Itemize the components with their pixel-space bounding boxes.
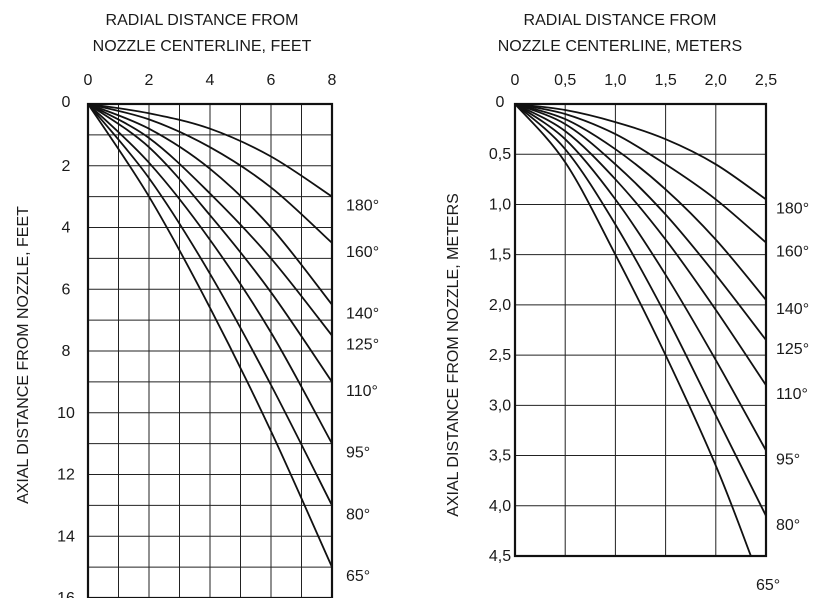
chart-meters-y-ticks: 0 0,5 1,0 1,5 2,0 2,5 3,0 3,5 4,0 4,5 xyxy=(489,94,511,565)
chart-meters-angle-labels: 180° 160° 140° 125° 110° 95° 80° 65° xyxy=(756,200,809,594)
angle-label: 125° xyxy=(346,337,379,354)
chart-meters-grid xyxy=(513,102,768,558)
angle-label: 110° xyxy=(346,383,378,400)
chart-feet: RADIAL DISTANCE FROM NOZZLE CENTERLINE, … xyxy=(15,12,379,598)
spray-curve-140deg xyxy=(514,103,767,301)
y-tick-label: 1,0 xyxy=(489,196,511,213)
spray-curve-180deg xyxy=(87,103,333,198)
chart-feet-y-ticks: 0 2 4 6 8 10 12 14 16 xyxy=(57,94,75,598)
angle-label: 65° xyxy=(346,568,370,585)
y-tick-label: 4,5 xyxy=(489,548,511,565)
x-tick-label: 0 xyxy=(84,72,93,89)
spray-curve-80deg xyxy=(514,103,767,517)
angle-label: 80° xyxy=(346,506,370,523)
angle-label: 95° xyxy=(346,445,370,462)
y-tick-label: 0,5 xyxy=(489,146,511,163)
spray-curve-140deg xyxy=(87,103,333,306)
chart-meters-x-ticks: 0 0,5 1,0 1,5 2,0 2,5 xyxy=(511,72,778,89)
chart-meters-ylabel: AXIAL DISTANCE FROM NOZZLE, METERS xyxy=(445,193,462,517)
spray-curve-180deg xyxy=(514,103,767,201)
spray-curve-125deg xyxy=(514,103,767,341)
y-tick-label: 4,0 xyxy=(489,498,511,515)
x-tick-label: 1,0 xyxy=(604,72,626,89)
y-tick-label: 6 xyxy=(62,281,71,298)
spray-curve-95deg xyxy=(87,103,333,445)
y-tick-label: 4 xyxy=(62,220,71,237)
x-tick-label: 0 xyxy=(511,72,520,89)
chart-feet-title-line-2: NOZZLE CENTERLINE, FEET xyxy=(93,38,312,55)
x-tick-label: 6 xyxy=(267,72,276,89)
spray-curve-80deg xyxy=(87,103,333,506)
angle-label: 180° xyxy=(776,200,809,217)
y-tick-label: 14 xyxy=(57,528,75,545)
x-tick-label: 2 xyxy=(145,72,154,89)
spray-curve-125deg xyxy=(87,103,333,337)
chart-meters-title-line-1: RADIAL DISTANCE FROM xyxy=(524,12,717,29)
angle-label: 140° xyxy=(776,301,809,318)
x-tick-label: 1,5 xyxy=(654,72,676,89)
x-tick-label: 0,5 xyxy=(554,72,576,89)
chart-meters: RADIAL DISTANCE FROM NOZZLE CENTERLINE, … xyxy=(445,12,809,594)
y-tick-label: 16 xyxy=(57,590,75,598)
y-tick-label: 10 xyxy=(57,405,75,422)
y-tick-label: 2,0 xyxy=(489,297,511,314)
spray-curve-65deg xyxy=(514,103,752,557)
chart-feet-title-line-1: RADIAL DISTANCE FROM xyxy=(106,12,299,29)
chart-feet-curves xyxy=(87,103,333,568)
y-tick-label: 2 xyxy=(62,158,71,175)
angle-label: 80° xyxy=(776,517,800,534)
spray-curve-110deg xyxy=(514,103,767,386)
spray-curve-160deg xyxy=(87,103,333,244)
plot-frame xyxy=(86,102,334,598)
spray-curve-110deg xyxy=(87,103,333,383)
angle-label: 140° xyxy=(346,306,379,323)
chart-meters-curves xyxy=(514,103,767,557)
y-tick-label: 3,5 xyxy=(489,448,511,465)
spray-curve-160deg xyxy=(514,103,767,244)
x-tick-label: 2,0 xyxy=(705,72,727,89)
y-tick-label: 0 xyxy=(62,94,71,111)
angle-label: 180° xyxy=(346,198,379,215)
y-tick-label: 1,5 xyxy=(489,247,511,264)
spray-curve-65deg xyxy=(87,103,333,568)
angle-label: 160° xyxy=(776,244,809,261)
x-tick-label: 2,5 xyxy=(755,72,777,89)
angle-label: 160° xyxy=(346,244,379,261)
angle-label: 65° xyxy=(756,577,780,594)
x-tick-label: 8 xyxy=(328,72,337,89)
y-tick-label: 12 xyxy=(57,467,75,484)
y-tick-label: 2,5 xyxy=(489,347,511,364)
angle-label: 125° xyxy=(776,341,809,358)
spray-curve-95deg xyxy=(514,103,767,451)
plot-frame xyxy=(513,102,768,558)
chart-feet-ylabel: AXIAL DISTANCE FROM NOZZLE, FEET xyxy=(15,206,32,504)
chart-meters-title-line-2: NOZZLE CENTERLINE, METERS xyxy=(498,38,742,55)
y-tick-label: 8 xyxy=(62,343,71,360)
y-tick-label: 3,0 xyxy=(489,397,511,414)
chart-feet-angle-labels: 180° 160° 140° 125° 110° 95° 80° 65° xyxy=(346,198,379,586)
angle-label: 110° xyxy=(776,386,808,403)
angle-label: 95° xyxy=(776,452,800,469)
x-tick-label: 4 xyxy=(206,72,215,89)
y-tick-label: 0 xyxy=(496,94,505,111)
chart-feet-x-ticks: 0 2 4 6 8 xyxy=(84,72,337,89)
chart-feet-grid xyxy=(86,102,334,598)
